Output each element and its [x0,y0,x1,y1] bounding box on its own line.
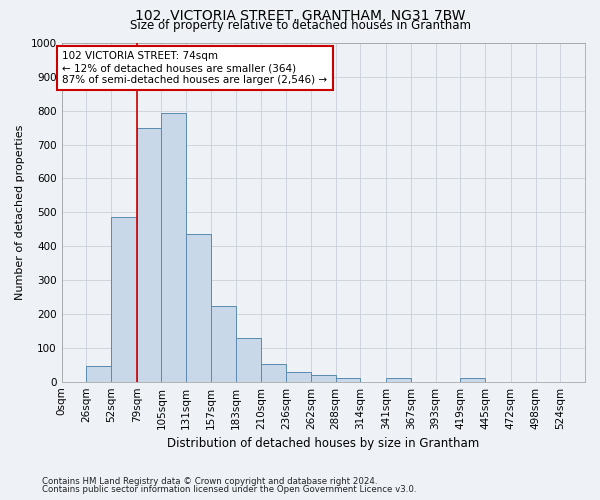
Text: 102, VICTORIA STREET, GRANTHAM, NG31 7BW: 102, VICTORIA STREET, GRANTHAM, NG31 7BW [135,9,465,23]
Bar [262,364,286,382]
Bar [111,216,137,382]
Bar [137,128,161,382]
Bar [460,378,485,382]
Text: Contains public sector information licensed under the Open Government Licence v3: Contains public sector information licen… [42,485,416,494]
Bar [386,378,411,382]
Bar [186,234,211,382]
Text: Size of property relative to detached houses in Grantham: Size of property relative to detached ho… [130,19,470,32]
Text: 102 VICTORIA STREET: 74sqm
← 12% of detached houses are smaller (364)
87% of sem: 102 VICTORIA STREET: 74sqm ← 12% of deta… [62,52,328,84]
Y-axis label: Number of detached properties: Number of detached properties [15,124,25,300]
Bar [335,378,361,382]
Bar [161,113,186,382]
Bar [86,366,111,382]
X-axis label: Distribution of detached houses by size in Grantham: Distribution of detached houses by size … [167,437,479,450]
Bar [311,375,335,382]
Bar [286,372,311,382]
Bar [236,338,262,382]
Bar [211,306,236,382]
Text: Contains HM Land Registry data © Crown copyright and database right 2024.: Contains HM Land Registry data © Crown c… [42,477,377,486]
